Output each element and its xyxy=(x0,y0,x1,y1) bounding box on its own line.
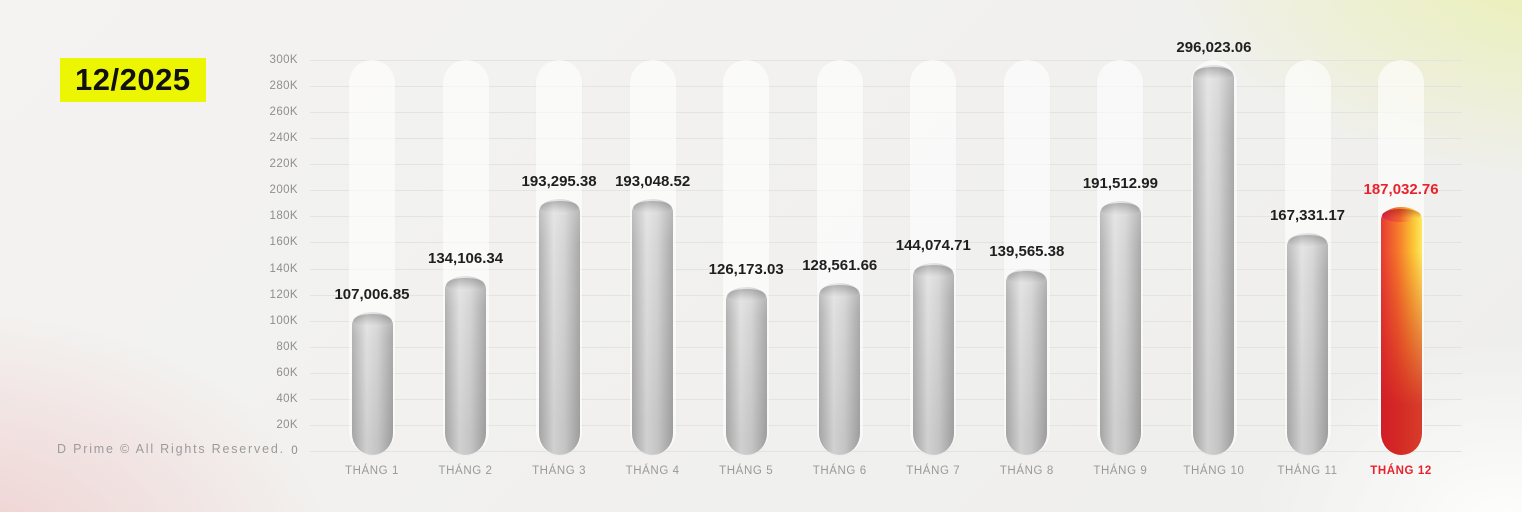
bar-top-rim xyxy=(633,201,673,215)
y-axis-tick-label: 0 xyxy=(291,445,298,457)
monthly-bar-chart: 0 20K 40K 60K 80K 100K 120K 140K 160K 180K 200K 220… xyxy=(270,39,1462,477)
bar-value-label: 296,023.06 xyxy=(1176,39,1252,57)
y-axis-tick-label: 60K xyxy=(276,366,298,379)
bar-top-rim xyxy=(1381,209,1421,223)
bar-value-label: 193,048.52 xyxy=(615,173,691,191)
y-axis-tick-label: 260K xyxy=(269,106,298,119)
bar-value-label: 191,512.99 xyxy=(1082,175,1158,193)
gridline xyxy=(310,451,1462,452)
y-axis-tick-label: 180K xyxy=(269,210,298,223)
period-badge: 12/2025 xyxy=(60,58,206,102)
y-axis-tick-label: 140K xyxy=(269,262,298,275)
bar-value-label: 128,561.66 xyxy=(802,257,878,275)
bar-column: 193,295.38 THÁNG 3 xyxy=(522,60,597,477)
bar xyxy=(819,283,861,455)
x-axis-label: THÁNG 6 xyxy=(812,465,867,477)
x-axis-label: THÁNG 7 xyxy=(906,465,961,477)
x-axis-label: THÁNG 10 xyxy=(1183,465,1245,477)
y-axis-tick-label: 40K xyxy=(276,392,298,405)
bar xyxy=(351,311,393,455)
bar-column: 193,048.52 THÁNG 4 xyxy=(615,60,690,477)
bar-column: 139,565.38 THÁNG 8 xyxy=(989,60,1064,477)
bar-value-label: 139,565.38 xyxy=(989,243,1065,261)
gridline xyxy=(310,138,1462,140)
bar-column: 126,173.03 THÁNG 5 xyxy=(709,60,784,477)
bar-top-rim xyxy=(1194,67,1234,81)
y-axis-tick-label: 280K xyxy=(269,80,298,93)
x-axis-label: THÁNG 4 xyxy=(625,465,680,477)
bar-top-rim xyxy=(820,285,860,299)
y-axis-tick-label: 20K xyxy=(276,418,298,431)
bar-top-rim xyxy=(446,278,486,292)
x-axis-label: THÁNG 2 xyxy=(438,465,493,477)
bar-top-rim xyxy=(913,265,953,279)
bar-top-rim xyxy=(726,288,766,302)
y-axis-tick-label: 100K xyxy=(269,314,298,327)
y-axis-tick-label: 220K xyxy=(269,158,298,171)
bar-value-label: 107,006.85 xyxy=(334,285,410,303)
y-axis-tick-label: 160K xyxy=(269,236,298,249)
bar-value-label: 126,173.03 xyxy=(708,260,784,278)
gridline xyxy=(310,112,1462,114)
bar xyxy=(1006,269,1048,455)
bar-column: 128,561.66 THÁNG 6 xyxy=(802,60,877,477)
bar xyxy=(912,263,954,455)
bar-column: 167,331.17 THÁNG 11 xyxy=(1270,60,1345,477)
bar xyxy=(538,199,580,455)
gridline xyxy=(310,216,1462,218)
bar-column: 187,032.76 THÁNG 12 xyxy=(1364,60,1439,477)
gridline xyxy=(310,320,1462,322)
gridline xyxy=(310,190,1462,192)
gridline xyxy=(310,372,1462,374)
bar xyxy=(445,276,487,455)
bar-value-label: 187,032.76 xyxy=(1363,181,1439,199)
y-axis-tick-label: 120K xyxy=(269,288,298,301)
gridline xyxy=(310,294,1462,296)
x-axis-label: THÁNG 5 xyxy=(719,465,774,477)
bar-top-rim xyxy=(539,201,579,215)
bar-column: 191,512.99 THÁNG 9 xyxy=(1083,60,1158,477)
bar xyxy=(725,286,767,455)
y-axis-tick-label: 200K xyxy=(269,184,298,197)
bar-value-label: 134,106.34 xyxy=(428,250,504,268)
x-axis-label: THÁNG 3 xyxy=(532,465,587,477)
bar-column: 107,006.85 THÁNG 1 xyxy=(334,60,410,477)
y-axis-tick-label: 240K xyxy=(269,132,298,145)
y-axis-tick-label: 80K xyxy=(276,340,298,353)
bar xyxy=(632,199,674,455)
bar xyxy=(1193,65,1235,455)
bar-top-rim xyxy=(1007,271,1047,285)
y-axis-tick-label: 300K xyxy=(269,54,298,66)
bar-column: 144,074.71 THÁNG 7 xyxy=(896,60,971,477)
gridline xyxy=(310,242,1462,244)
x-axis-label: THÁNG 8 xyxy=(999,465,1054,477)
copyright-text: D Prime © All Rights Reserved. xyxy=(57,442,285,456)
gridline xyxy=(310,60,1462,61)
x-axis-label: THÁNG 12 xyxy=(1370,465,1432,477)
bar-top-rim xyxy=(1100,203,1140,217)
bar-top-rim xyxy=(1288,234,1327,248)
bar xyxy=(1287,232,1328,455)
bar xyxy=(1099,201,1141,455)
bar-column: 134,106.34 THÁNG 2 xyxy=(428,60,503,477)
bar xyxy=(1380,207,1422,455)
bar-value-label: 167,331.17 xyxy=(1269,206,1346,224)
gridline xyxy=(310,164,1462,166)
x-axis-label: THÁNG 11 xyxy=(1277,465,1338,477)
x-axis-label: THÁNG 9 xyxy=(1093,465,1148,477)
bar-value-label: 144,074.71 xyxy=(895,237,971,255)
bar-column: 296,023.06 THÁNG 10 xyxy=(1176,39,1251,477)
bar-top-rim xyxy=(352,313,392,327)
gridline xyxy=(310,86,1462,88)
bar-value-label: 193,295.38 xyxy=(521,173,597,191)
gridline xyxy=(310,424,1462,426)
gridline xyxy=(310,346,1462,348)
gridline xyxy=(310,398,1462,400)
gridline xyxy=(310,268,1462,270)
x-axis-label: THÁNG 1 xyxy=(344,465,400,477)
